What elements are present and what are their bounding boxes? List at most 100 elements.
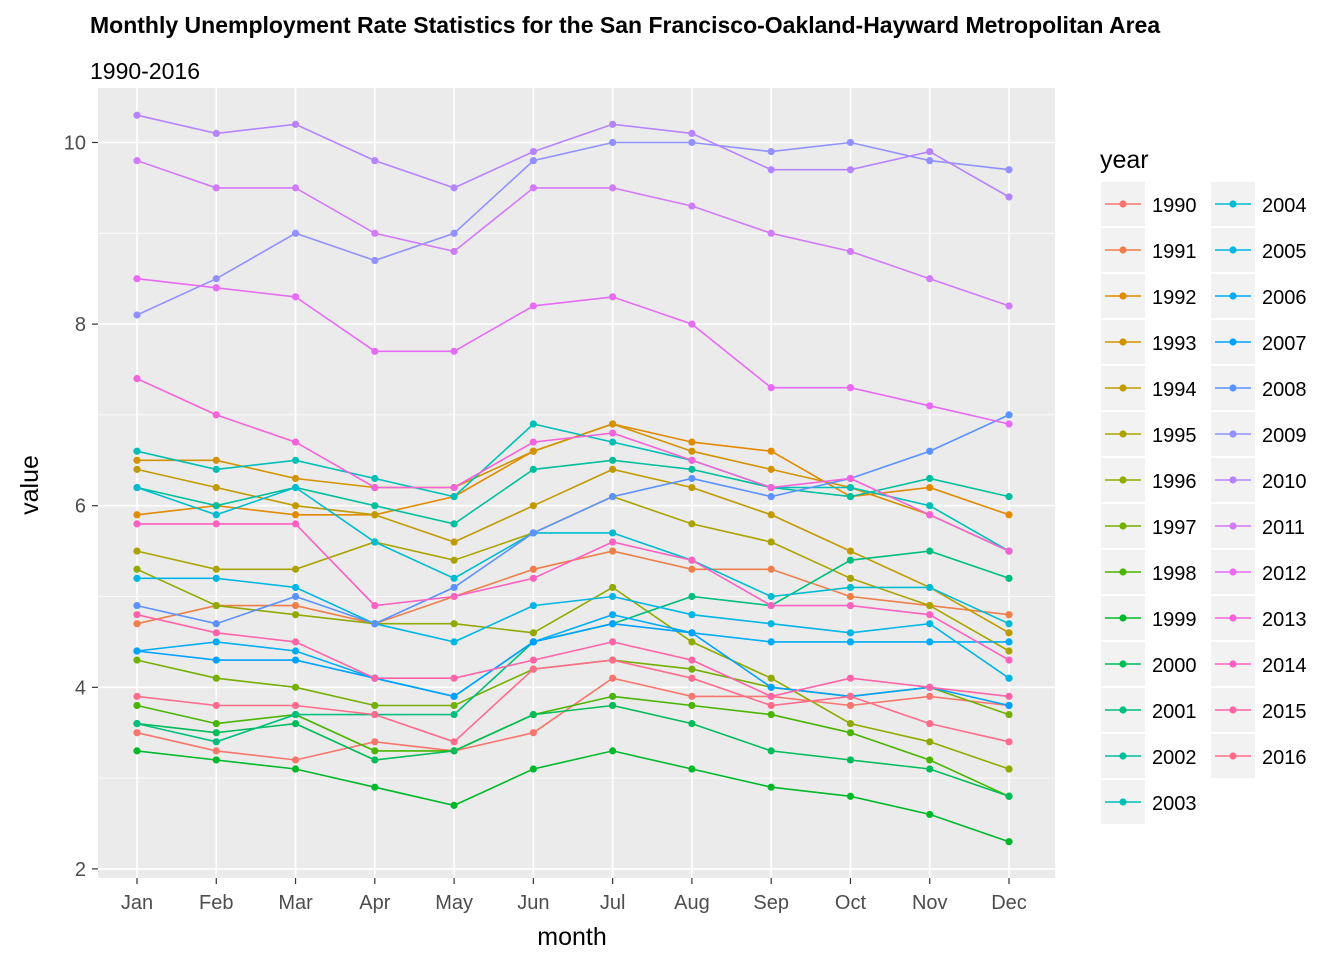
data-point-1999-Jul xyxy=(609,747,617,755)
legend-label: 1992 xyxy=(1152,287,1197,309)
chart-subtitle: 1990-2016 xyxy=(90,58,200,84)
data-point-2009-Jun xyxy=(529,157,537,165)
legend-item-2002: 2002 xyxy=(1101,734,1197,778)
legend-item-1993: 1993 xyxy=(1101,320,1197,364)
legend-key-point xyxy=(1229,476,1237,484)
data-point-2006-Sep xyxy=(767,638,775,646)
series-2016 xyxy=(133,656,1013,746)
data-point-1995-Jan xyxy=(133,547,141,555)
data-point-1996-Feb xyxy=(212,601,220,610)
data-point-1991-Oct xyxy=(846,592,855,601)
legend-label: 2012 xyxy=(1262,563,1307,585)
legend-item-2003: 2003 xyxy=(1101,780,1197,824)
data-point-2001-Dec xyxy=(1005,574,1013,582)
data-point-2011-Apr xyxy=(371,229,379,237)
data-point-1996-Mar xyxy=(291,611,300,619)
data-point-2008-May xyxy=(450,583,458,592)
series-line-2002 xyxy=(136,459,1010,525)
legend-key-point xyxy=(1119,430,1127,438)
data-point-2005-Jul xyxy=(609,592,617,601)
data-point-2000-Dec xyxy=(1005,792,1013,800)
data-point-2011-Oct xyxy=(846,247,855,256)
data-point-1996-May xyxy=(450,620,458,628)
legend-label: 1993 xyxy=(1152,333,1197,355)
series-2010 xyxy=(133,111,1013,201)
legend-label: 2010 xyxy=(1262,471,1307,493)
data-point-1991-Jan xyxy=(133,620,141,628)
legend-key-point xyxy=(1119,752,1127,760)
data-point-2016-Nov xyxy=(926,720,934,728)
series-2014 xyxy=(133,520,1013,664)
legend-label: 2014 xyxy=(1262,655,1307,677)
data-point-2010-Sep xyxy=(767,166,775,174)
series-2011 xyxy=(133,157,1013,310)
data-point-2003-Mar xyxy=(291,456,300,464)
data-point-2002-Feb xyxy=(212,502,220,510)
data-point-2009-Mar xyxy=(291,229,300,237)
legend-key-point xyxy=(1229,292,1237,300)
data-point-1994-May xyxy=(450,538,458,546)
data-point-2001-Mar xyxy=(291,710,300,719)
data-point-1995-Oct xyxy=(846,574,855,582)
panel-background xyxy=(98,88,1055,878)
data-point-1994-Oct xyxy=(846,547,855,555)
data-point-1999-Sep xyxy=(767,783,775,791)
legend-key-point xyxy=(1119,568,1127,576)
data-point-2009-Jan xyxy=(133,311,141,319)
data-point-2002-Nov xyxy=(926,474,934,483)
series-layer xyxy=(133,111,1013,846)
data-point-1998-Sep xyxy=(767,710,775,719)
legend-key-point xyxy=(1119,292,1127,300)
data-point-2001-Aug xyxy=(688,592,696,601)
data-point-2009-Feb xyxy=(212,275,220,283)
chart-title: Monthly Unemployment Rate Statistics for… xyxy=(90,12,1161,38)
data-point-2016-Aug xyxy=(688,674,696,682)
data-point-1993-Sep xyxy=(767,465,775,473)
data-point-2007-Jun xyxy=(529,638,537,646)
data-point-2003-Jul xyxy=(609,438,617,446)
legend-key-point xyxy=(1229,752,1237,760)
y-tick-label: 10 xyxy=(64,132,86,154)
data-point-2002-Oct xyxy=(846,493,855,501)
data-point-2016-Jun xyxy=(529,665,537,673)
data-point-2015-Apr xyxy=(371,674,379,682)
legend-label: 1998 xyxy=(1152,563,1197,585)
data-point-1990-Nov xyxy=(926,692,934,700)
legend-label: 2011 xyxy=(1262,517,1305,539)
x-tick-label: May xyxy=(435,892,473,914)
data-point-2005-Aug xyxy=(688,611,696,619)
data-point-2005-Jun xyxy=(529,601,537,610)
data-point-2008-Sep xyxy=(767,493,775,501)
data-point-1994-Jun xyxy=(529,502,537,510)
data-point-1990-Oct xyxy=(846,701,855,710)
data-point-2011-Dec xyxy=(1005,302,1013,310)
data-point-1997-May xyxy=(450,701,458,710)
data-point-2012-Jan xyxy=(133,275,141,283)
data-point-2014-Aug xyxy=(688,556,696,564)
data-point-1990-Jun xyxy=(529,729,537,737)
data-point-1995-Feb xyxy=(212,565,220,573)
legend-label: 2001 xyxy=(1152,701,1197,723)
data-point-1990-Jul xyxy=(609,674,617,682)
legend-key-point xyxy=(1229,430,1237,438)
legend-label: 1999 xyxy=(1152,609,1197,631)
data-point-2004-Dec xyxy=(1005,620,1013,628)
data-point-2004-May xyxy=(450,574,458,582)
data-point-2004-Sep xyxy=(767,592,775,601)
data-point-2008-Nov xyxy=(926,447,934,455)
data-point-2009-Oct xyxy=(846,138,855,147)
legend-item-2001: 2001 xyxy=(1101,688,1197,732)
data-point-1995-Dec xyxy=(1005,647,1013,655)
data-point-2012-May xyxy=(450,347,458,355)
data-point-2015-Sep xyxy=(767,692,775,700)
legend-item-2012: 2012 xyxy=(1211,550,1307,594)
data-point-1999-Jan xyxy=(133,747,141,755)
data-point-1990-Apr xyxy=(371,738,379,746)
legend-label: 2002 xyxy=(1152,747,1197,769)
data-point-2010-Nov xyxy=(926,147,934,156)
x-tick-label: Apr xyxy=(359,892,390,914)
data-point-2016-Sep xyxy=(767,701,775,710)
data-point-2014-May xyxy=(450,592,458,601)
data-point-2008-Jan xyxy=(133,601,141,610)
data-point-1991-Mar xyxy=(291,601,300,610)
